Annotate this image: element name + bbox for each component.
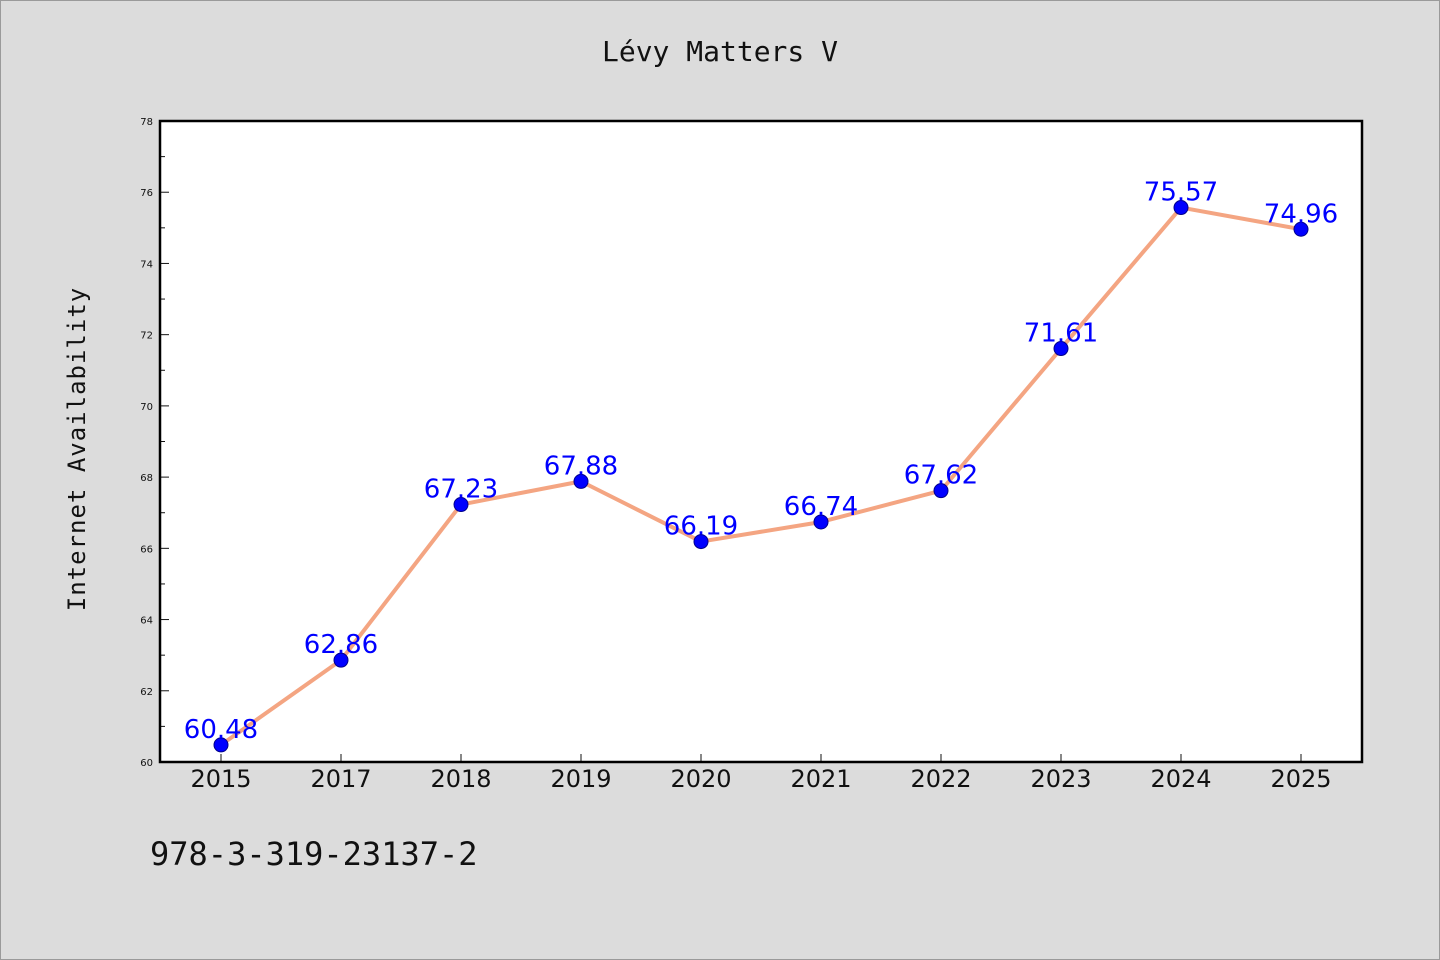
x-tick-label: 2020 — [670, 765, 731, 793]
x-tick-label: 2024 — [1150, 765, 1211, 793]
data-label: 71.61 — [1024, 319, 1098, 349]
y-tick-label: 76 — [140, 188, 153, 199]
data-point-marker — [213, 737, 229, 753]
data-label: 60.48 — [184, 715, 258, 745]
y-tick-label: 68 — [140, 473, 153, 484]
data-point-marker — [813, 514, 829, 530]
data-point-marker — [933, 483, 949, 499]
x-tick-label: 2022 — [910, 765, 971, 793]
plot-frame — [158, 119, 1364, 764]
data-label: 67.88 — [544, 451, 618, 481]
y-tick-label: 72 — [140, 331, 153, 342]
data-label: 67.62 — [904, 461, 978, 491]
y-tick-label: 74 — [140, 259, 153, 270]
footnote: 978-3-319-23137-2 — [150, 835, 478, 873]
data-point-marker — [333, 652, 349, 668]
x-tick-label: 2018 — [430, 765, 491, 793]
x-tick-label: 2025 — [1270, 765, 1331, 793]
x-tick-label: 2015 — [190, 765, 251, 793]
data-label: 74.96 — [1264, 199, 1338, 229]
x-tick-label: 2017 — [310, 765, 371, 793]
data-label: 75.57 — [1144, 178, 1218, 208]
y-tick-label: 64 — [140, 616, 153, 627]
data-point-marker — [1173, 200, 1189, 216]
y-tick-label: 60 — [140, 758, 153, 769]
y-tick-label: 70 — [140, 402, 153, 413]
x-tick-label: 2023 — [1030, 765, 1091, 793]
data-label: 66.19 — [664, 512, 738, 542]
x-tick-label: 2021 — [790, 765, 851, 793]
chart-title: Lévy Matters V — [601, 35, 838, 68]
y-tick-label: 66 — [140, 544, 153, 555]
data-label: 66.74 — [784, 492, 858, 522]
y-tick-label: 62 — [140, 687, 153, 698]
data-label: 62.86 — [304, 630, 378, 660]
data-label: 67.23 — [424, 475, 498, 505]
data-point-marker — [693, 534, 709, 550]
y-tick-label: 78 — [140, 117, 153, 128]
series-line — [219, 205, 1303, 747]
data-point-marker — [453, 497, 469, 513]
data-point-marker — [1053, 341, 1069, 357]
data-point-marker — [573, 473, 589, 489]
x-tick-label: 2019 — [550, 765, 611, 793]
data-point-marker — [1293, 221, 1309, 237]
